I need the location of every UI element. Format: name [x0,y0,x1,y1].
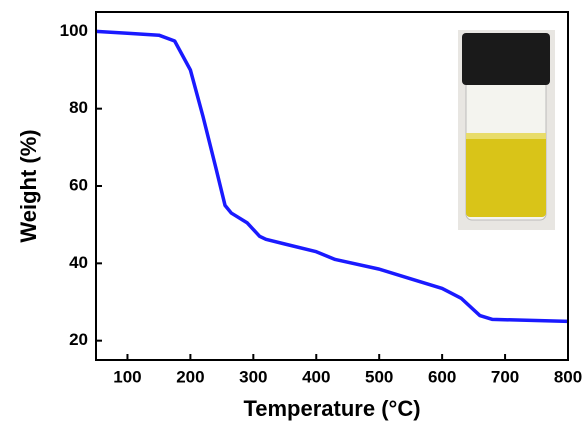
y-tick-label: 100 [60,21,88,40]
x-tick-label: 300 [239,367,267,386]
x-tick-label: 800 [554,367,582,386]
y-axis-title: Weight (%) [16,129,41,242]
x-tick-label: 400 [302,367,330,386]
x-tick-label: 700 [491,367,519,386]
x-tick-label: 100 [113,367,141,386]
y-tick-label: 40 [69,253,88,272]
x-tick-label: 500 [365,367,393,386]
inset-photo [458,30,555,230]
x-tick-label: 600 [428,367,456,386]
y-tick-label: 80 [69,98,88,117]
x-tick-label: 200 [176,367,204,386]
y-tick-label: 20 [69,330,88,349]
y-tick-label: 60 [69,175,88,194]
x-axis-title: Temperature (°C) [243,396,420,421]
chart: Temperature (°C) Weight (%) 20 40 60 80 100 1… [0,0,587,427]
